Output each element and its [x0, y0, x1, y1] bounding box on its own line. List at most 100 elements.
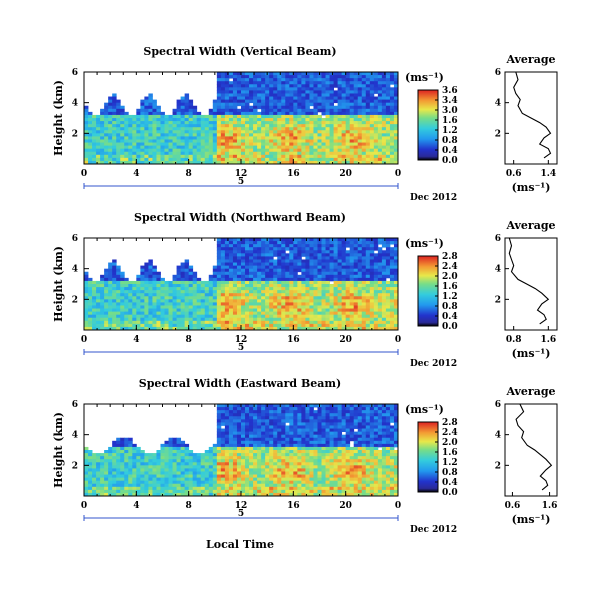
heatmap-cell — [168, 302, 173, 306]
heatmap-cell — [273, 296, 278, 300]
heatmap-cell — [385, 99, 391, 104]
heatmap-cell — [168, 456, 173, 460]
heatmap-cell — [152, 118, 157, 122]
heatmap-cell — [289, 99, 294, 104]
heatmap-cell — [365, 157, 371, 162]
heatmap-cell — [128, 280, 133, 285]
heatmap-cell — [216, 446, 222, 451]
heatmap-cell — [269, 296, 274, 300]
heatmap-cell — [124, 287, 129, 291]
heatmap-cell — [293, 247, 298, 251]
heatmap-cell — [309, 87, 314, 91]
heatmap-cell — [313, 293, 318, 297]
heatmap-cell — [365, 253, 371, 257]
heatmap-cell — [241, 326, 246, 331]
heatmap-cell — [140, 462, 145, 466]
heatmap-cell — [136, 474, 141, 478]
heatmap-cell — [192, 326, 198, 331]
heatmap-cell — [289, 124, 294, 128]
heatmap-cell — [148, 268, 153, 273]
heatmap-cell — [321, 323, 326, 328]
heatmap-cell — [132, 443, 137, 448]
avg-y-tick-label: 6 — [495, 234, 501, 244]
heatmap-cell — [345, 139, 351, 143]
heatmap-cell — [253, 99, 258, 104]
heatmap-cell — [160, 320, 165, 325]
heatmap-cell — [88, 296, 93, 300]
heatmap-cell — [265, 148, 270, 153]
heatmap-cell — [104, 139, 109, 143]
heatmap-cell — [92, 299, 97, 303]
heatmap-cell — [116, 459, 121, 463]
heatmap-cell — [261, 271, 266, 276]
heatmap-cell — [204, 326, 210, 331]
heatmap-cell — [309, 72, 314, 76]
heatmap-cell — [228, 483, 234, 488]
heatmap-cell — [281, 136, 286, 140]
heatmap-cell — [365, 271, 371, 276]
heatmap-cell — [241, 323, 246, 328]
heatmap-cell — [144, 462, 149, 466]
heatmap-cell — [273, 320, 278, 325]
heatmap-cell — [301, 241, 306, 245]
heatmap-cell — [144, 139, 149, 143]
heatmap-cell — [188, 492, 194, 497]
heatmap-cell — [317, 280, 322, 285]
heatmap-cell — [253, 127, 258, 131]
heatmap-cell — [321, 160, 326, 165]
heatmap-cell — [329, 277, 334, 282]
heatmap-cell — [369, 96, 375, 100]
heatmap-cell — [192, 323, 198, 328]
heatmap-cell — [345, 90, 351, 94]
heatmap-cell — [309, 238, 314, 242]
heatmap-cell — [333, 136, 339, 140]
heatmap-cell — [269, 265, 274, 270]
heatmap-cell — [176, 314, 182, 319]
heatmap-cell — [349, 238, 355, 242]
heatmap-cell — [96, 114, 101, 119]
heatmap-cell — [345, 268, 351, 273]
heatmap-cell — [281, 75, 286, 79]
heatmap-cell — [188, 456, 194, 460]
heatmap-cell — [96, 296, 101, 300]
heatmap-cell — [265, 133, 270, 137]
heatmap-cell — [88, 453, 93, 457]
heatmap-cell — [241, 489, 246, 494]
heatmap-cell — [393, 114, 399, 119]
heatmap-cell — [269, 114, 274, 119]
heatmap-cell — [96, 492, 101, 497]
heatmap-cell — [321, 271, 326, 276]
heatmap-cell — [196, 308, 202, 312]
heatmap-cell — [269, 133, 274, 137]
heatmap-cell — [293, 277, 298, 282]
heatmap-cell — [277, 323, 282, 328]
heatmap-cell — [220, 416, 226, 420]
heatmap-cell — [253, 90, 258, 94]
heatmap-cell — [305, 268, 310, 273]
heatmap-cell — [333, 133, 339, 137]
heatmap-cell — [156, 280, 161, 285]
heatmap-cell — [160, 145, 165, 150]
heatmap-cell — [317, 157, 322, 162]
heatmap-cell — [224, 124, 230, 128]
heatmap-cell — [317, 121, 322, 125]
heatmap-cell — [265, 102, 270, 107]
heatmap-cell — [241, 290, 246, 294]
heatmap-cell — [224, 111, 230, 116]
heatmap-cell — [220, 474, 226, 478]
heatmap-cell — [136, 148, 141, 153]
heatmap-cell — [228, 287, 234, 291]
heatmap-cell — [92, 314, 97, 319]
heatmap-cell — [317, 302, 322, 306]
heatmap-cell — [309, 136, 314, 140]
heatmap-cell — [333, 259, 339, 263]
heatmap-cell — [285, 75, 290, 79]
heatmap-cell — [228, 440, 234, 445]
heatmap-cell — [297, 293, 302, 297]
heatmap-cell — [156, 148, 161, 153]
heatmap-cell — [393, 311, 399, 316]
colorbar-tick-label: 0.8 — [442, 136, 458, 146]
heatmap-cell — [329, 114, 334, 119]
heatmap-cell — [220, 431, 226, 436]
heatmap-cell — [329, 87, 334, 91]
